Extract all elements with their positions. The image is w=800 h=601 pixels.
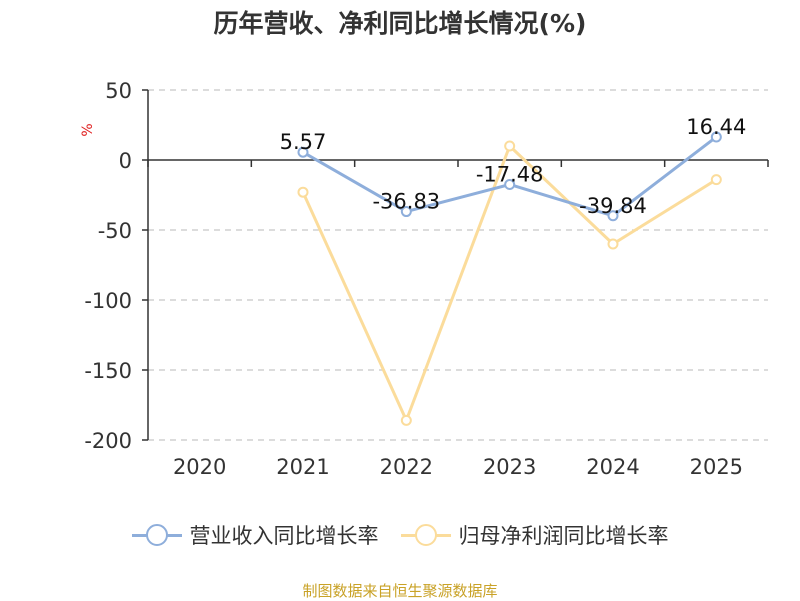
y-tick-label: -150 [84, 359, 132, 383]
series-layer [297, 131, 722, 426]
y-axis-unit-label: % [80, 123, 96, 136]
grid-layer [148, 89, 768, 441]
data-point [607, 238, 619, 250]
y-tick-label: -50 [98, 219, 132, 243]
x-tick-label: 2023 [483, 455, 536, 479]
legend-swatch [400, 523, 451, 547]
data-point [297, 186, 309, 198]
data-label: -39.84 [579, 194, 647, 218]
x-tick-label: 2025 [690, 455, 743, 479]
data-label: 16.44 [686, 115, 746, 139]
x-tick-label: 2021 [276, 455, 329, 479]
y-tick-label: -100 [84, 289, 132, 313]
data-point [297, 146, 309, 158]
chart-title: 历年营收、净利同比增长情况(%) [213, 9, 587, 38]
y-tick-label: 0 [119, 149, 132, 173]
y-tick-label: 50 [105, 79, 132, 103]
data-point [400, 206, 412, 218]
legend-label: 营业收入同比增长率 [189, 524, 379, 548]
source-label: 制图数据来自恒生聚源数据库 [302, 582, 498, 600]
data-point [400, 414, 412, 426]
data-point [504, 178, 516, 190]
axis-layer: 50 0 -50 -100 -150 -200 2020 2021 2022 2023 2024 20… [84, 79, 769, 479]
legend: 营业收入同比增长率 归母净利润同比增长率 [0, 520, 800, 550]
x-tick-label: 2020 [173, 455, 226, 479]
data-point [504, 140, 516, 152]
data-label: -36.83 [372, 190, 440, 214]
legend-swatch [131, 523, 182, 547]
data-point [710, 131, 722, 143]
legend-label: 归母净利润同比增长率 [458, 524, 669, 548]
legend-item: 归母净利润同比增长率 [400, 520, 669, 550]
label-layer: 5.57 -36.83 -17.48 -39.84 16.44 [280, 115, 747, 218]
y-tick-label: -200 [84, 429, 132, 453]
x-tick-label: 2022 [380, 455, 433, 479]
data-point [710, 174, 722, 186]
data-label: -17.48 [476, 162, 544, 186]
data-label: 5.57 [280, 130, 327, 154]
legend-item: 营业收入同比增长率 [131, 520, 379, 550]
x-tick-label: 2024 [586, 455, 639, 479]
data-point [607, 210, 619, 222]
